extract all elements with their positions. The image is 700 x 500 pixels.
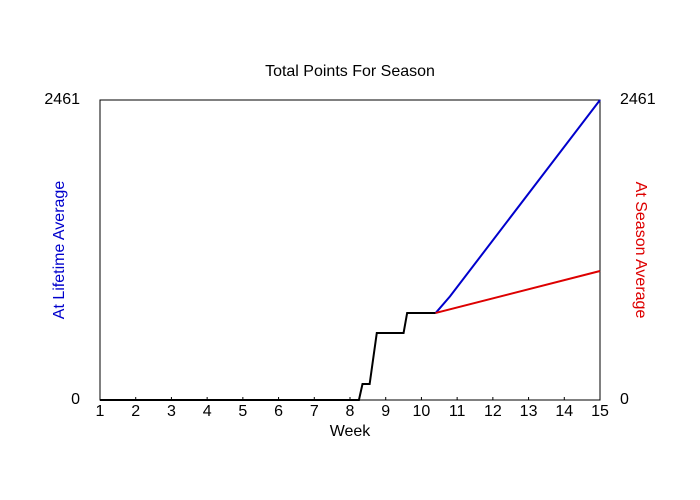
x-tick-label: 4 [203,403,212,420]
y-axis-label: At Lifetime Average [51,181,68,320]
series-line [435,270,601,314]
x-tick-label: 3 [167,403,176,420]
x-tick-label: 15 [591,403,609,420]
y2-tick-label: 2461 [620,91,656,108]
x-tick-label: 6 [274,403,283,420]
y-tick-label: 2461 [44,91,80,108]
x-tick-label: 7 [310,403,319,420]
x-tick-label: 13 [520,403,538,420]
y-tick-label: 0 [71,391,80,408]
x-tick-label: 1 [96,403,105,420]
x-tick-label: 5 [238,403,247,420]
x-axis-label: Week [330,423,372,440]
x-tick-label: 2 [131,403,140,420]
x-tick-label: 12 [484,403,502,420]
series-line [434,99,601,314]
x-tick-label: 8 [346,403,355,420]
y2-tick-label: 0 [620,391,629,408]
plot-frame [99,99,601,401]
x-tick-label: 14 [555,403,573,420]
y2-axis-label: At Season Average [632,182,649,319]
series-line [100,311,436,401]
chart-title: Total Points For Season [265,63,435,80]
x-tick-label: 10 [413,403,431,420]
x-tick-label: 9 [381,403,390,420]
x-tick-label: 11 [449,403,466,420]
